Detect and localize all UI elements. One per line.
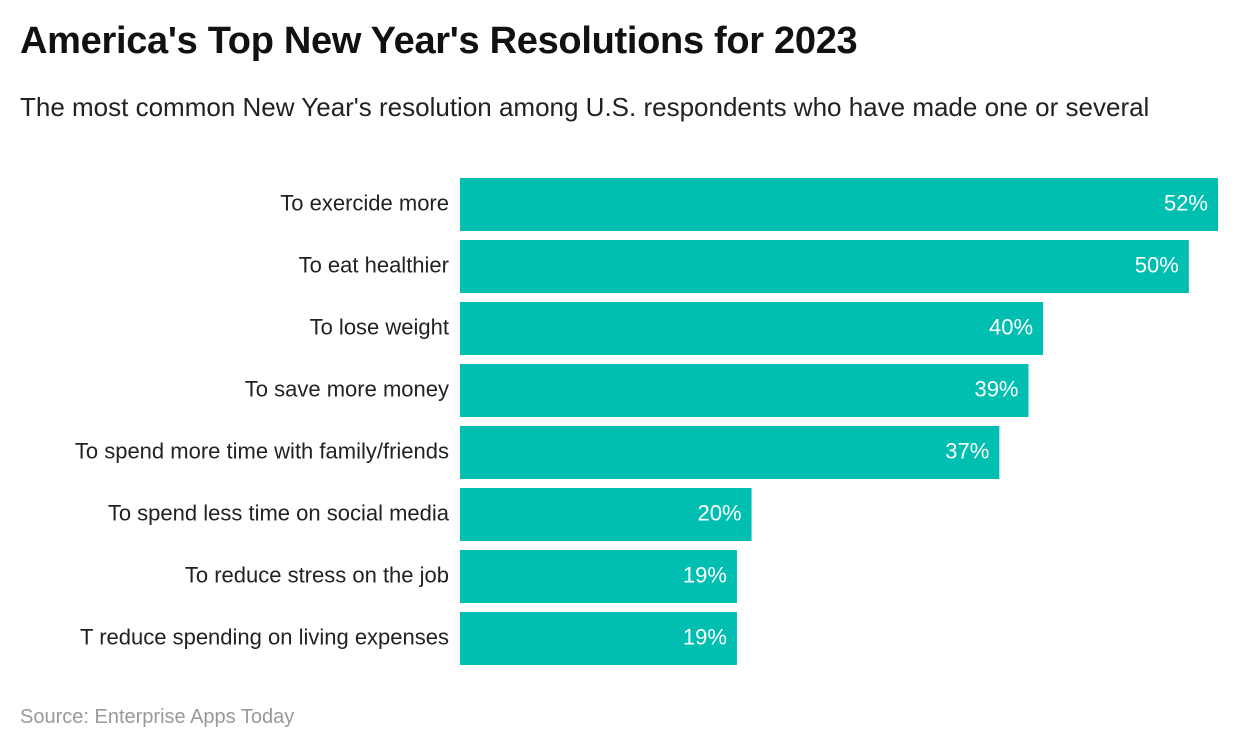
value-label: 40%: [989, 314, 1033, 339]
bar: [460, 240, 1189, 293]
chart-title: America's Top New Year's Resolutions for…: [20, 20, 858, 62]
category-label: To reduce stress on the job: [185, 562, 449, 587]
value-label: 39%: [974, 376, 1018, 401]
category-label: T reduce spending on living expenses: [80, 624, 449, 649]
bar: [460, 364, 1029, 417]
chart: To exercide more 52% To eat healthier 50% To…: [75, 178, 1218, 665]
value-label: 19%: [683, 624, 727, 649]
value-label: 50%: [1135, 252, 1179, 277]
bar: [460, 178, 1218, 231]
category-label: To save more money: [245, 376, 449, 401]
category-label: To eat healthier: [299, 252, 449, 277]
bar: [460, 612, 737, 665]
category-label: To spend less time on social media: [108, 500, 450, 525]
value-label: 20%: [697, 500, 741, 525]
bar: [460, 302, 1044, 355]
source-note: Source: Enterprise Apps Today: [20, 706, 295, 728]
bar: [460, 426, 1000, 479]
category-label: To spend more time with family/friends: [75, 438, 449, 463]
category-label: To exercide more: [280, 190, 449, 215]
chart-subtitle: The most common New Year's resolution am…: [20, 92, 1150, 122]
value-label: 37%: [945, 438, 989, 463]
bar: [460, 550, 737, 603]
value-label: 52%: [1164, 190, 1208, 215]
value-label: 19%: [683, 562, 727, 587]
category-label: To lose weight: [310, 314, 449, 339]
bar: [460, 488, 752, 541]
